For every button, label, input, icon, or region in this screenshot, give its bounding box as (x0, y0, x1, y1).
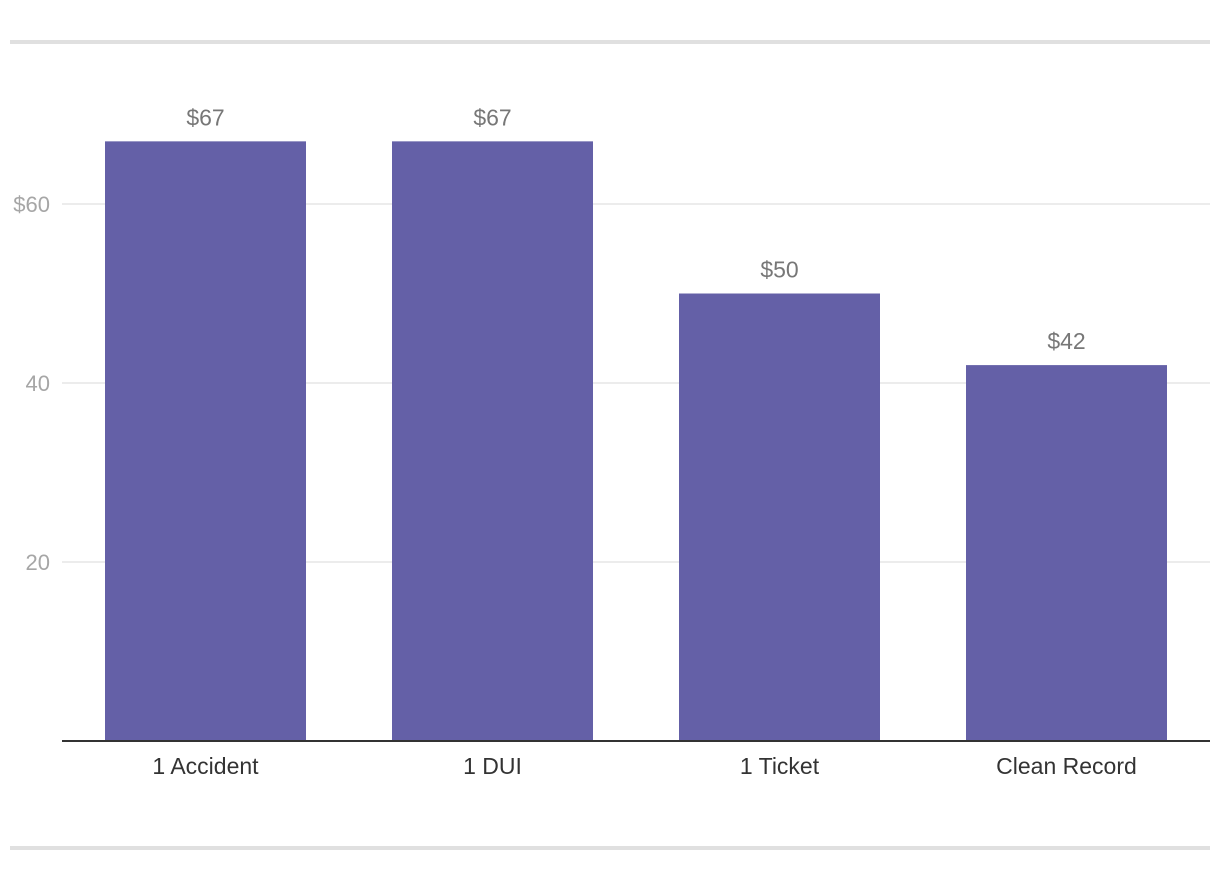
data-label: $50 (760, 257, 798, 283)
y-axis-ticks: 20 40 $60 (13, 192, 50, 575)
data-labels: $67 $67 $50 $42 (186, 104, 1085, 354)
x-axis-ticks: 1 Accident 1 DUI 1 Ticket Clean Record (152, 753, 1136, 779)
data-label: $67 (473, 104, 511, 130)
bar (679, 293, 880, 741)
top-divider (10, 40, 1210, 44)
bars (105, 141, 1167, 742)
y-tick-label: 40 (26, 371, 50, 396)
y-tick-label: $60 (13, 192, 50, 217)
x-tick-label: 1 DUI (463, 753, 522, 779)
y-tick-label: 20 (26, 550, 50, 575)
x-tick-label: 1 Accident (152, 753, 259, 779)
data-label: $42 (1047, 328, 1085, 354)
data-label: $67 (186, 104, 224, 130)
bottom-divider (10, 846, 1210, 850)
x-tick-label: 1 Ticket (740, 753, 820, 779)
bar (392, 141, 593, 742)
bar (966, 365, 1167, 741)
bar (105, 141, 306, 742)
x-tick-label: Clean Record (996, 753, 1137, 779)
